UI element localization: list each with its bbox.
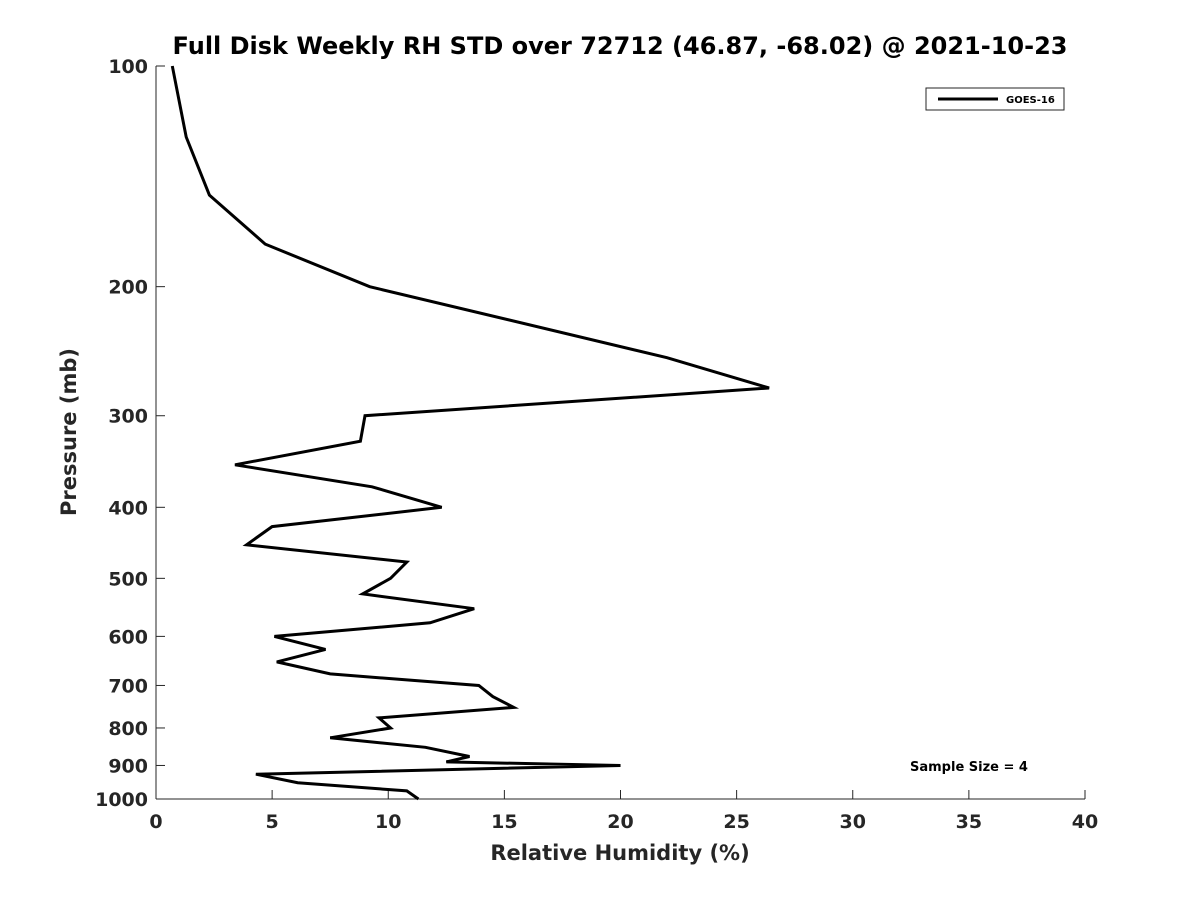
x-tick-label: 25 <box>723 811 749 833</box>
x-tick-label: 30 <box>840 811 866 833</box>
y-tick-label: 700 <box>108 675 148 697</box>
legend: GOES-16 <box>925 87 1065 111</box>
y-tick-label: 100 <box>108 56 148 78</box>
y-axis-label: Pressure (mb) <box>57 348 81 516</box>
x-tick-label: 15 <box>491 811 517 833</box>
y-tick-label: 200 <box>108 277 148 299</box>
legend-label-goes-16: GOES-16 <box>1006 95 1055 106</box>
plot-area: 0 5 10 15 20 25 30 35 40 100 200 300 400 500 600 700 800… <box>95 56 1098 833</box>
x-tick-label: 40 <box>1072 811 1098 833</box>
chart-title: Full Disk Weekly RH STD over 72712 (46.8… <box>173 32 1068 60</box>
y-tick-label: 800 <box>108 718 148 740</box>
x-tick-label: 20 <box>607 811 633 833</box>
y-tick-label: 300 <box>108 406 148 428</box>
x-axis-label: Relative Humidity (%) <box>490 841 749 865</box>
x-tick-label: 35 <box>956 811 982 833</box>
y-tick-label: 1000 <box>95 789 148 811</box>
y-tick-label: 500 <box>108 568 148 590</box>
x-tick-label: 10 <box>375 811 401 833</box>
sample-size-annotation: Sample Size = 4 <box>910 760 1028 775</box>
y-tick-label: 900 <box>108 755 148 777</box>
x-tick-label: 5 <box>266 811 279 833</box>
x-tick-label: 0 <box>149 811 162 833</box>
y-tick-label: 600 <box>108 626 148 648</box>
y-tick-label: 400 <box>108 497 148 519</box>
